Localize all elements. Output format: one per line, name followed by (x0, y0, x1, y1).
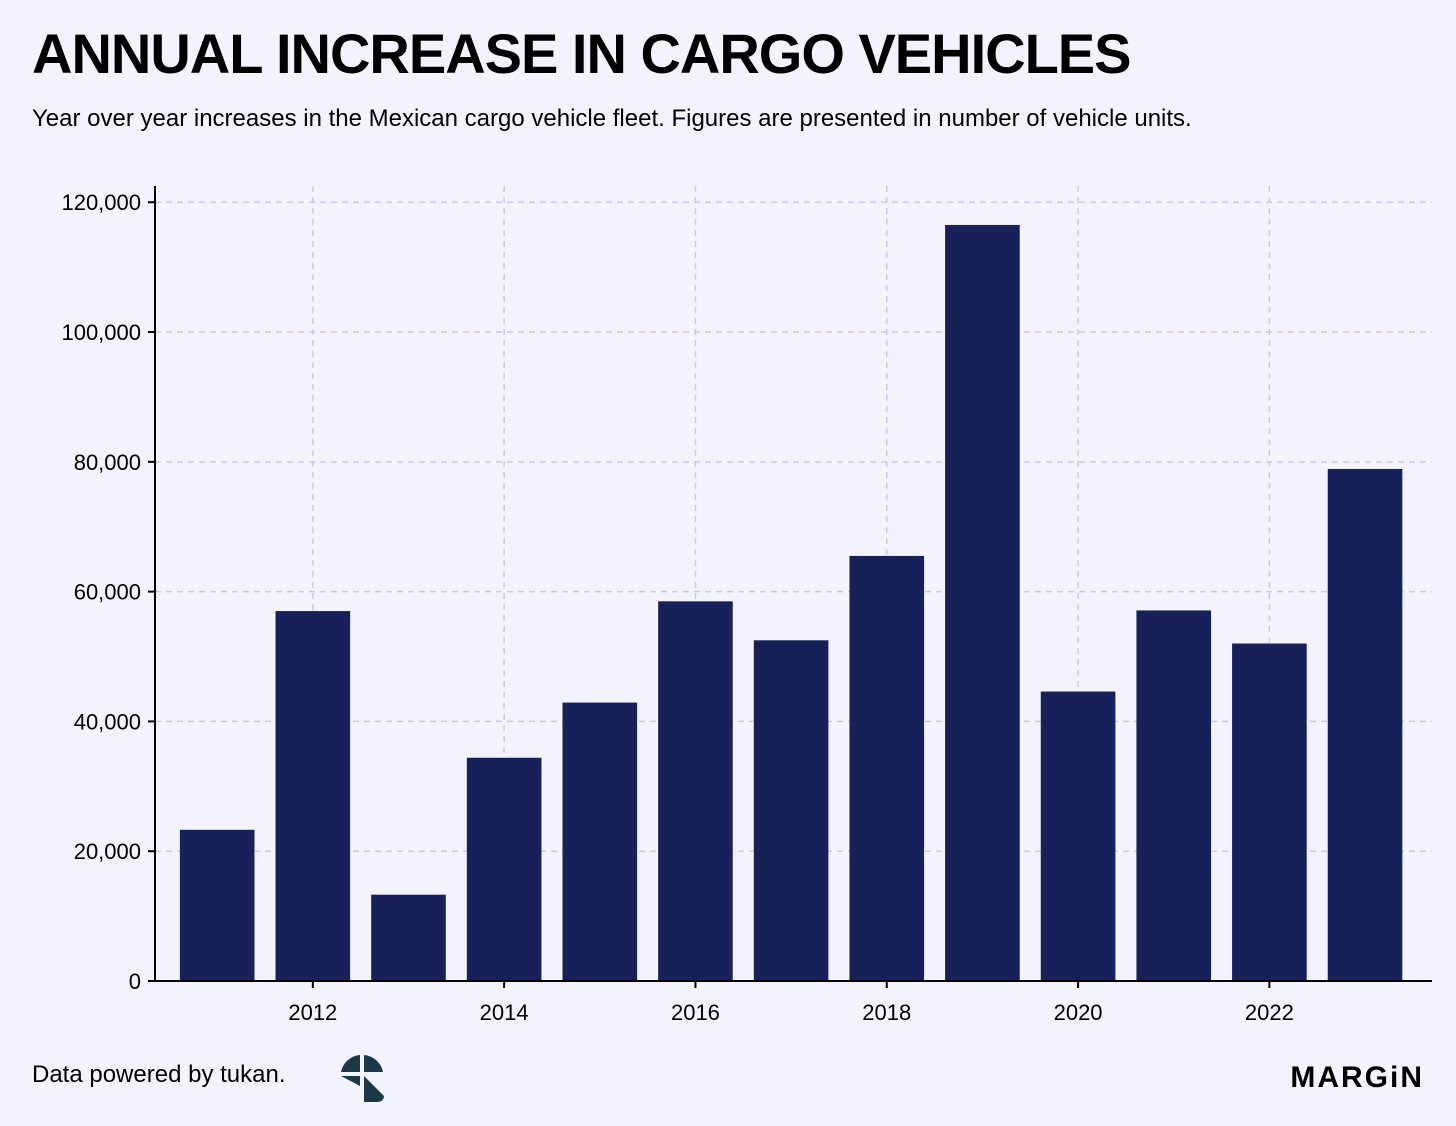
bar (1136, 610, 1212, 981)
y-tick-label: 80,000 (74, 450, 141, 475)
x-tick-label: 2020 (1054, 1000, 1103, 1025)
y-tick-label: 20,000 (74, 839, 141, 864)
data-source-text: Data powered by tukan. (32, 1061, 286, 1088)
y-tick-label: 0 (129, 969, 141, 994)
y-tick-label: 60,000 (74, 580, 141, 605)
bar (466, 757, 542, 981)
bar (1040, 691, 1116, 981)
x-tick-label: 2016 (671, 1000, 720, 1025)
y-tick-label: 40,000 (74, 709, 141, 734)
bar (658, 601, 733, 981)
bar (371, 894, 446, 981)
tukan-logo-icon (341, 1055, 384, 1102)
bar (945, 224, 1020, 981)
x-tick-label: 2022 (1245, 1000, 1294, 1025)
bar (275, 611, 351, 981)
x-tick-label: 2018 (862, 1000, 911, 1025)
chart-subtitle: Year over year increases in the Mexican … (32, 105, 1192, 132)
bar (849, 555, 925, 981)
bar (1232, 643, 1307, 981)
x-tick-label: 2012 (288, 1000, 337, 1025)
x-tick-label: 2014 (480, 1000, 529, 1025)
y-tick-label: 100,000 (61, 320, 141, 345)
margin-brand-logo: MARGiN (1290, 1061, 1424, 1094)
y-tick-label: 120,000 (61, 190, 141, 215)
bar (562, 702, 638, 981)
chart-title: ANNUAL INCREASE IN CARGO VEHICLES (32, 22, 1132, 85)
bar (1327, 468, 1403, 982)
bar (753, 640, 829, 981)
bar (179, 829, 255, 981)
